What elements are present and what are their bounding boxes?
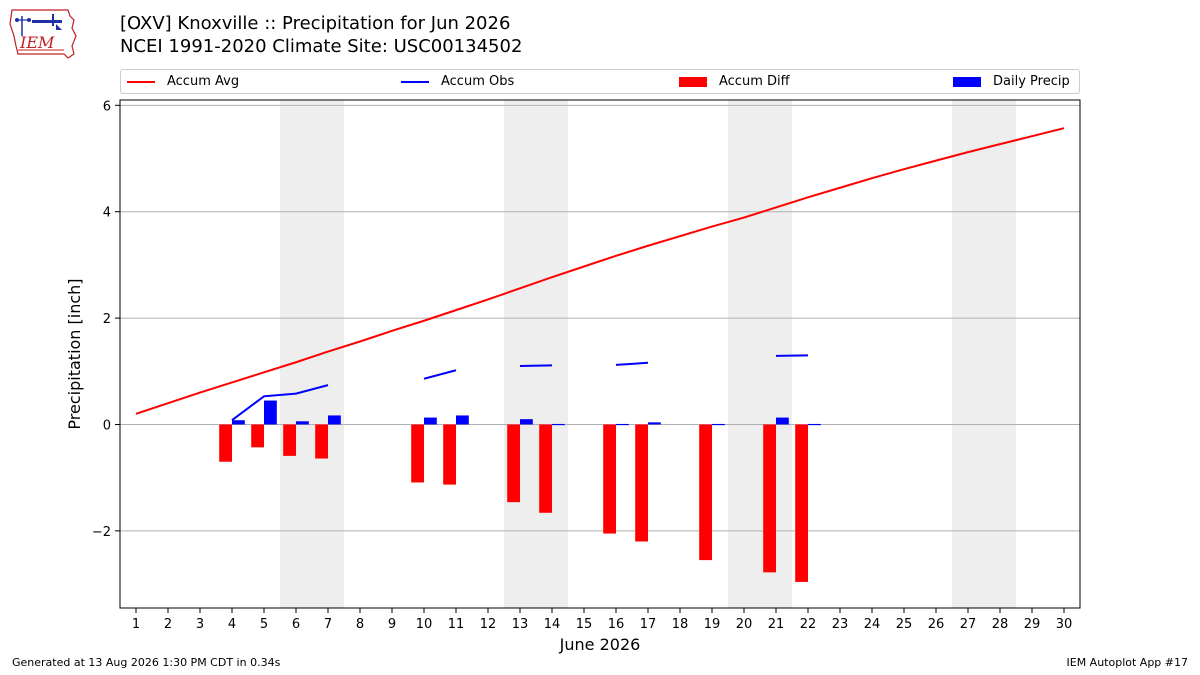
iem-logo: IEM xyxy=(9,9,77,59)
x-tick-label: 21 xyxy=(768,617,785,632)
accum-obs-line xyxy=(231,384,329,422)
accum-diff-bar xyxy=(251,424,264,448)
accum-obs-line xyxy=(423,369,457,380)
weekend-band xyxy=(728,100,792,608)
legend-item-accum-obs: Accum Obs xyxy=(401,73,514,90)
weekend-band xyxy=(504,100,568,608)
accum-diff-bar xyxy=(411,424,424,483)
x-tick-label: 1 xyxy=(132,617,140,632)
legend-label-daily-precip: Daily Precip xyxy=(993,74,1070,89)
plot-frame xyxy=(119,99,1081,609)
daily-precip-bar xyxy=(520,419,533,425)
legend-label-accum-avg: Accum Avg xyxy=(167,74,240,89)
legend-label-accum-diff: Accum Diff xyxy=(719,74,790,89)
legend-item-accum-diff: Accum Diff xyxy=(679,73,790,90)
x-tick-label: 13 xyxy=(512,617,529,632)
x-tick-label: 4 xyxy=(228,617,236,632)
logo-text: IEM xyxy=(19,33,55,52)
y-axis-label: Precipitation [inch] xyxy=(65,278,84,429)
legend-swatch-accum-obs xyxy=(401,80,429,83)
footer-generated: Generated at 13 Aug 2026 1:30 PM CDT in … xyxy=(12,656,281,669)
daily-precip-bar xyxy=(712,423,725,426)
x-tick-label: 12 xyxy=(480,617,497,632)
weekend-band xyxy=(952,100,1016,608)
x-tick-label: 20 xyxy=(736,617,753,632)
x-tick-label: 22 xyxy=(800,617,817,632)
weekend-band xyxy=(280,100,344,608)
x-tick-label: 18 xyxy=(672,617,689,632)
x-tick-label: 11 xyxy=(448,617,465,632)
daily-precip-bar xyxy=(296,421,309,425)
x-tick-label: 14 xyxy=(544,617,561,632)
accum-diff-bar xyxy=(539,424,552,513)
accum-obs-line xyxy=(519,364,553,367)
x-tick-label: 27 xyxy=(960,617,977,632)
accum-diff-bar xyxy=(315,424,328,459)
x-tick-label: 10 xyxy=(416,617,433,632)
x-tick-label: 7 xyxy=(324,617,332,632)
legend-item-accum-avg: Accum Avg xyxy=(127,73,239,90)
x-tick-label: 26 xyxy=(928,617,945,632)
legend-label-accum-obs: Accum Obs xyxy=(441,74,515,89)
x-tick-label: 2 xyxy=(164,617,172,632)
x-tick-label: 15 xyxy=(576,617,593,632)
x-tick-label: 5 xyxy=(260,617,268,632)
accum-diff-bar xyxy=(603,424,616,534)
accum-diff-bar xyxy=(635,424,648,542)
legend-swatch-daily-precip xyxy=(953,76,981,87)
x-tick-label: 9 xyxy=(388,617,396,632)
daily-precip-bar xyxy=(232,420,245,425)
x-tick-label: 29 xyxy=(1024,617,1041,632)
y-tick-label: 4 xyxy=(103,206,111,221)
y-tick-label: −2 xyxy=(92,525,111,540)
x-tick-label: 8 xyxy=(356,617,364,632)
daily-precip-bar xyxy=(616,423,629,426)
legend-item-daily-precip: Daily Precip xyxy=(953,73,1070,90)
daily-precip-bar xyxy=(552,423,565,426)
x-tick-label: 30 xyxy=(1056,617,1073,632)
x-axis-label: June 2026 xyxy=(559,635,641,654)
daily-precip-bar xyxy=(776,417,789,425)
accum-diff-bar xyxy=(699,424,712,561)
accum-avg-line xyxy=(135,127,1065,415)
accum-diff-bar xyxy=(219,424,232,462)
footer-app: IEM Autoplot App #17 xyxy=(1066,656,1189,669)
title-line-2: NCEI 1991-2020 Climate Site: USC00134502 xyxy=(120,36,523,57)
x-tick-label: 28 xyxy=(992,617,1009,632)
chart-title: [OXV] Knoxville :: Precipitation for Jun… xyxy=(120,12,522,58)
y-tick-label: 2 xyxy=(103,312,111,327)
accum-diff-bar xyxy=(283,424,296,456)
y-tick-label: 6 xyxy=(103,99,111,114)
legend-swatch-accum-diff xyxy=(679,76,707,87)
accum-diff-bar xyxy=(763,424,776,573)
x-tick-label: 17 xyxy=(640,617,657,632)
x-tick-label: 19 xyxy=(704,617,721,632)
title-line-1: [OXV] Knoxville :: Precipitation for Jun… xyxy=(120,13,511,34)
legend: Accum Avg Accum Obs Accum Diff Daily Pre… xyxy=(120,69,1080,94)
accum-obs-line xyxy=(775,354,809,357)
daily-precip-bar xyxy=(648,422,661,425)
x-tick-label: 23 xyxy=(832,617,849,632)
y-tick-label: 0 xyxy=(103,418,111,433)
accum-diff-bar xyxy=(795,424,808,582)
daily-precip-bar xyxy=(424,417,437,425)
accum-diff-bar xyxy=(443,424,456,485)
daily-precip-bar xyxy=(264,400,277,425)
x-tick-label: 16 xyxy=(608,617,625,632)
accum-obs-line xyxy=(615,361,649,366)
legend-swatch-accum-avg xyxy=(127,80,155,83)
daily-precip-bar xyxy=(328,415,341,425)
accum-diff-bar xyxy=(507,424,520,503)
x-tick-label: 6 xyxy=(292,617,300,632)
x-tick-label: 25 xyxy=(896,617,913,632)
x-tick-label: 24 xyxy=(864,617,881,632)
daily-precip-bar xyxy=(456,415,469,425)
daily-precip-bar xyxy=(808,423,821,426)
x-tick-label: 3 xyxy=(196,617,204,632)
